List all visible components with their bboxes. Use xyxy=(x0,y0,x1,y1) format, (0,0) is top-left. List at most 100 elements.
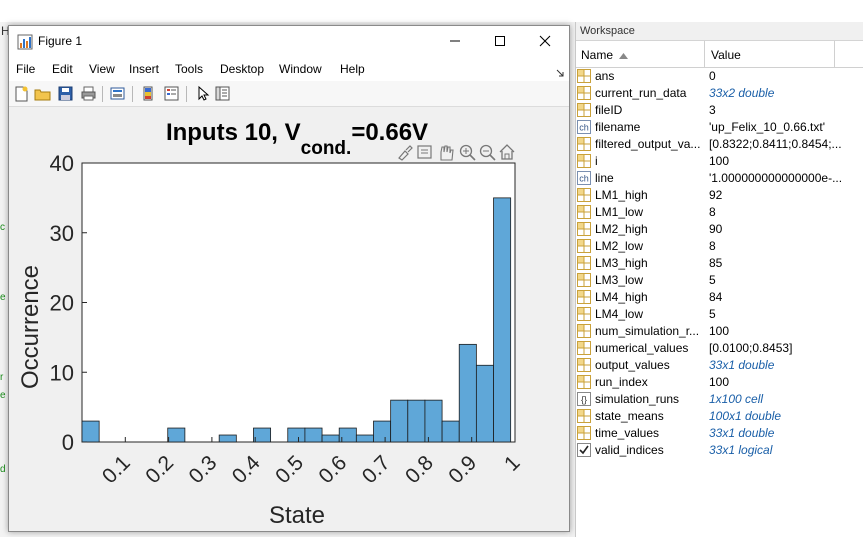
splitter[interactable] xyxy=(569,22,575,537)
maximize-button[interactable] xyxy=(489,30,511,52)
workspace-row[interactable]: LM3_high 85 xyxy=(576,255,863,272)
variable-name: numerical_values xyxy=(595,341,689,355)
save-icon[interactable] xyxy=(57,85,74,102)
array-icon xyxy=(577,239,591,253)
link-plot-icon[interactable] xyxy=(109,85,126,102)
menu-bar: File Edit View Insert Tools Desktop Wind… xyxy=(9,57,569,81)
variable-value: 5 xyxy=(709,307,716,321)
close-button[interactable] xyxy=(534,30,556,52)
array-icon xyxy=(577,426,591,440)
variable-name: state_means xyxy=(595,409,664,423)
workspace-row[interactable]: LM2_high 90 xyxy=(576,221,863,238)
variable-name: output_values xyxy=(595,358,670,372)
workspace-row[interactable]: ch filename 'up_Felix_10_0.66.txt' xyxy=(576,119,863,136)
new-figure-icon[interactable] xyxy=(13,85,30,102)
workspace-row[interactable]: fileID 3 xyxy=(576,102,863,119)
workspace-header: Name Value xyxy=(576,41,863,68)
workspace-row[interactable]: LM4_high 84 xyxy=(576,289,863,306)
histogram-bar xyxy=(218,434,237,443)
y-axis-label: Occurrence xyxy=(17,265,44,389)
variable-value: 5 xyxy=(709,273,716,287)
datatip-icon[interactable] xyxy=(417,145,432,159)
home-icon[interactable] xyxy=(499,144,515,160)
workspace-variable-list: ans 0 current_run_data 33x2 double fileID 3 ch… xyxy=(576,68,863,459)
dock-arrow-icon[interactable] xyxy=(556,69,564,77)
histogram-bar xyxy=(441,420,460,443)
variable-value: 3 xyxy=(709,103,716,117)
variable-value: 8 xyxy=(709,205,716,219)
histogram-bar xyxy=(167,427,186,443)
figure-window: Figure 1 File Edit View Insert Tools Des… xyxy=(8,25,570,532)
plot-area: Inputs 10, Vcond.=0.66V 0 10 20 30 40 0.1 0.2 0… xyxy=(9,108,569,531)
print-icon[interactable] xyxy=(80,85,97,102)
colorbar-icon[interactable] xyxy=(140,85,157,102)
pointer-icon[interactable] xyxy=(194,85,211,102)
workspace-row[interactable]: run_index 100 xyxy=(576,374,863,391)
workspace-row[interactable]: output_values 33x1 double xyxy=(576,357,863,374)
workspace-row[interactable]: num_simulation_r... 100 xyxy=(576,323,863,340)
workspace-row[interactable]: ch line '1.000000000000000e-... xyxy=(576,170,863,187)
workspace-row[interactable]: ans 0 xyxy=(576,68,863,85)
workspace-row[interactable]: LM4_low 5 xyxy=(576,306,863,323)
array-icon xyxy=(577,358,591,372)
variable-name: LM1_high xyxy=(595,188,648,202)
variable-value: 100 xyxy=(709,375,730,389)
menu-window[interactable]: Window xyxy=(279,62,322,76)
histogram-bar xyxy=(373,420,392,443)
open-file-icon[interactable] xyxy=(34,85,51,102)
variable-value: 33x1 double xyxy=(709,426,775,440)
column-header-name[interactable]: Name xyxy=(581,48,629,62)
workspace-row[interactable]: LM3_low 5 xyxy=(576,272,863,289)
menu-help[interactable]: Help xyxy=(340,62,365,76)
column-divider[interactable] xyxy=(704,41,705,67)
histogram-bar xyxy=(493,197,512,443)
array-icon xyxy=(577,341,591,355)
property-editor-icon[interactable] xyxy=(214,85,231,102)
toolbar-separator xyxy=(132,86,133,102)
svg-text:{}: {} xyxy=(581,395,587,405)
array-icon xyxy=(577,137,591,151)
column-divider[interactable] xyxy=(834,41,835,67)
menu-file[interactable]: File xyxy=(16,62,36,76)
workspace-row[interactable]: LM1_high 92 xyxy=(576,187,863,204)
menu-insert[interactable]: Insert xyxy=(129,62,160,76)
workspace-row[interactable]: i 100 xyxy=(576,153,863,170)
brush-icon[interactable] xyxy=(398,145,413,161)
menu-desktop[interactable]: Desktop xyxy=(220,62,265,76)
workspace-row[interactable]: LM1_low 8 xyxy=(576,204,863,221)
variable-name: line xyxy=(595,171,614,185)
workspace-row[interactable]: state_means 100x1 double xyxy=(576,408,863,425)
variable-name: num_simulation_r... xyxy=(595,324,700,338)
variable-value: 'up_Felix_10_0.66.txt' xyxy=(709,120,825,134)
variable-name: LM1_low xyxy=(595,205,644,219)
x-tick-label: 0.4 xyxy=(228,451,265,488)
figure-titlebar[interactable]: Figure 1 xyxy=(9,26,569,57)
workspace-row[interactable]: valid_indices 33x1 logical xyxy=(576,442,863,459)
zoom-out-icon[interactable] xyxy=(479,144,496,161)
zoom-in-icon[interactable] xyxy=(459,144,476,161)
x-tick-label: 1 xyxy=(500,451,525,476)
menu-view[interactable]: View xyxy=(89,62,115,76)
workspace-row[interactable]: filtered_output_va... [0.8322;0.8411;0.84… xyxy=(576,136,863,153)
variable-value: 0 xyxy=(709,69,716,83)
chart-title: Inputs 10, Vcond.=0.66V xyxy=(166,119,428,159)
column-header-value[interactable]: Value xyxy=(711,48,741,62)
histogram-bar xyxy=(390,399,409,443)
variable-value: 33x1 logical xyxy=(709,443,773,457)
menu-tools[interactable]: Tools xyxy=(175,62,204,76)
minimize-button[interactable] xyxy=(444,30,466,52)
workspace-row[interactable]: time_values 33x1 double xyxy=(576,425,863,442)
histogram-bar xyxy=(475,364,494,443)
sort-ascending-icon xyxy=(619,53,629,59)
char-icon: ch xyxy=(577,171,591,185)
variable-name: current_run_data xyxy=(595,86,687,100)
axes-background xyxy=(82,163,515,442)
pan-icon[interactable] xyxy=(440,145,454,161)
menu-edit[interactable]: Edit xyxy=(52,62,73,76)
workspace-row[interactable]: {} simulation_runs 1x100 cell xyxy=(576,391,863,408)
workspace-row[interactable]: LM2_low 8 xyxy=(576,238,863,255)
array-icon xyxy=(577,273,591,287)
legend-icon[interactable] xyxy=(163,85,180,102)
workspace-row[interactable]: numerical_values [0.0100;0.8453] xyxy=(576,340,863,357)
workspace-row[interactable]: current_run_data 33x2 double xyxy=(576,85,863,102)
